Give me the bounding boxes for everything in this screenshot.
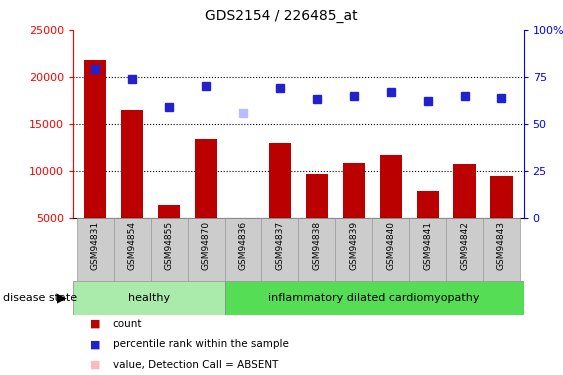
Text: GSM94870: GSM94870	[202, 220, 211, 270]
Text: ■: ■	[90, 319, 101, 329]
Text: percentile rank within the sample: percentile rank within the sample	[113, 339, 288, 350]
Bar	[77, 217, 114, 281]
Bar	[114, 217, 151, 281]
Bar	[446, 217, 483, 281]
Text: count: count	[113, 319, 142, 329]
Bar	[84, 60, 106, 217]
Bar	[453, 164, 476, 218]
Bar	[417, 191, 439, 217]
Text: inflammatory dilated cardiomyopathy: inflammatory dilated cardiomyopathy	[269, 293, 480, 303]
Bar	[73, 281, 225, 315]
Bar	[121, 110, 144, 218]
Bar	[232, 217, 254, 259]
Text: GSM94842: GSM94842	[460, 220, 469, 270]
Text: value, Detection Call = ABSENT: value, Detection Call = ABSENT	[113, 360, 278, 370]
Text: GSM94831: GSM94831	[91, 220, 100, 270]
Text: GSM94838: GSM94838	[312, 220, 321, 270]
Text: GSM94841: GSM94841	[423, 220, 432, 270]
Text: ▶: ▶	[57, 292, 66, 304]
Text: healthy: healthy	[128, 293, 170, 303]
Bar	[187, 217, 225, 281]
Bar	[490, 176, 512, 218]
Text: GSM94836: GSM94836	[239, 220, 248, 270]
Text: GSM94843: GSM94843	[497, 220, 506, 270]
Bar	[306, 174, 328, 217]
Bar	[336, 217, 372, 281]
Text: ■: ■	[90, 360, 101, 370]
Bar	[261, 217, 298, 281]
Bar	[343, 163, 365, 218]
Bar	[409, 217, 446, 281]
Text: GDS2154 / 226485_at: GDS2154 / 226485_at	[205, 9, 358, 23]
Text: GSM94840: GSM94840	[386, 220, 395, 270]
Bar	[225, 281, 524, 315]
Text: disease state: disease state	[3, 293, 77, 303]
Bar	[225, 217, 261, 281]
Text: GSM94855: GSM94855	[164, 220, 173, 270]
Bar	[372, 217, 409, 281]
Bar	[158, 206, 180, 218]
Bar	[379, 154, 402, 218]
Text: ■: ■	[90, 339, 101, 350]
Text: GSM94839: GSM94839	[349, 220, 358, 270]
Bar	[151, 217, 187, 281]
Text: GSM94837: GSM94837	[275, 220, 284, 270]
Bar	[483, 217, 520, 281]
Bar	[298, 217, 336, 281]
Bar	[269, 142, 291, 218]
Text: GSM94854: GSM94854	[128, 220, 137, 270]
Bar	[195, 139, 217, 218]
